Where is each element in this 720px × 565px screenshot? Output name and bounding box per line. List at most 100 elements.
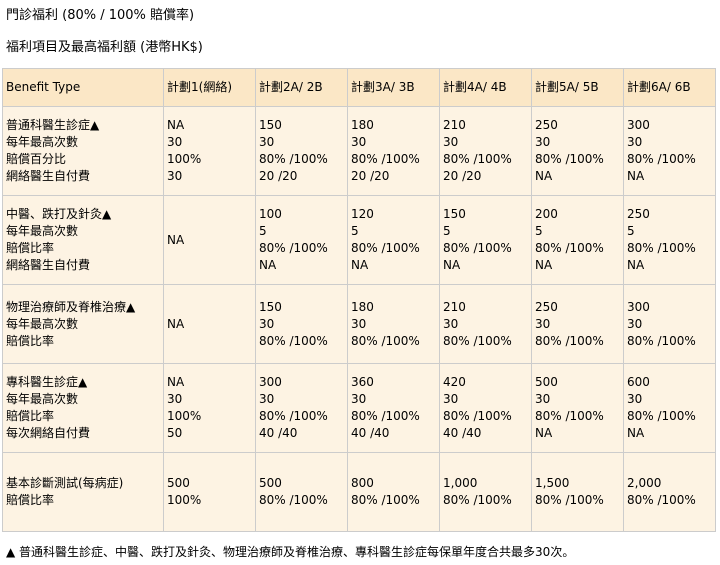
cell-line: NA (351, 258, 369, 272)
table-header-row: Benefit Type 計劃1(網絡) 計劃2A/ 2B 計劃3A/ 3B 計… (2, 68, 716, 107)
plan-value-cell: 210 30 80% /100% 20 /20 (439, 106, 532, 196)
cell-line: NA (167, 232, 185, 247)
cell-line: 360 (351, 375, 374, 389)
footnote: ▲ 普通科醫生診症、中醫、跌打及針灸、物理治療師及脊椎治療、專科醫生診症每保單年… (6, 545, 575, 559)
plan-value-cell: NA 30 100% 50 (163, 363, 256, 453)
cell-line: 80% /100% (351, 152, 420, 166)
benefit-type-cell: 中醫、跌打及針灸▲ 每年最高次數 賠償比率網絡醫生自付費 (2, 195, 164, 285)
cell-line: 180 (351, 118, 374, 132)
cell-line: 30 (167, 169, 183, 183)
cell-line: NA (443, 258, 461, 272)
cell-line: NA (167, 118, 185, 132)
cell-line: NA (167, 316, 185, 331)
cell-line: 20 /20 (351, 169, 390, 183)
cell-line: 500 (167, 476, 190, 490)
cell-line: 150 (259, 118, 282, 132)
cell-line: 賠償百分比 (6, 152, 67, 166)
plan-value-cell: 200 5 80% /100% NA (531, 195, 624, 285)
benefit-type-cell: 專科醫生診症▲ 每年最高次數 賠償比率 每次網絡自付費 (2, 363, 164, 453)
cell-line: 100% (167, 409, 202, 423)
plan-value-cell: 500 30 80% /100% NA (531, 363, 624, 453)
cell-line: NA (627, 258, 645, 272)
cell-line: 30 (351, 392, 367, 406)
cell-line: 100% (167, 152, 202, 166)
cell-line: 中醫、跌打及針灸▲ (6, 207, 112, 221)
plan-value-cell: NA (163, 195, 256, 285)
header-plan-5: 計劃5A/ 5B (531, 68, 624, 107)
page-title: 門診福利 (80% / 100% 賠償率) (6, 8, 195, 23)
cell-line: NA (535, 169, 553, 183)
header-plan-3: 計劃3A/ 3B (347, 68, 440, 107)
cell-line: 80% /100% (535, 409, 604, 423)
benefit-type-cell: 基本診斷測試(每病症) 賠償比率 (2, 452, 164, 532)
benefit-type-cell: 物理治療師及脊椎治療▲ 每年最高次數 賠償比率 (2, 284, 164, 364)
cell-line: 420 (443, 375, 466, 389)
cell-line: 80% /100% (259, 493, 328, 507)
cell-line: 80% /100% (627, 409, 696, 423)
header-plan-6: 計劃6A/ 6B (623, 68, 716, 107)
cell-line: 80% /100% (535, 333, 604, 348)
cell-line: 專科醫生診症▲ (6, 375, 88, 389)
cell-line: 30 (351, 316, 367, 331)
plan-value-cell: 250 5 80% /100% NA (623, 195, 716, 285)
cell-line: NA (627, 169, 645, 183)
cell-line: 150 (259, 299, 282, 314)
plan-value-cell: 150 5 80% /100% NA (439, 195, 532, 285)
cell-line: 40 /40 (443, 426, 482, 440)
plan-value-cell: 100 5 80% /100% NA (255, 195, 348, 285)
cell-line: 1,500 (535, 476, 570, 490)
cell-line: 80% /100% (259, 333, 328, 348)
cell-line: 網絡醫生自付費 (6, 258, 91, 272)
cell-line: 80% /100% (351, 493, 420, 507)
cell-line: 20 /20 (259, 169, 298, 183)
cell-line: 80% /100% (443, 152, 512, 166)
cell-line: NA (535, 258, 553, 272)
plan-value-cell: 1,500 80% /100% (531, 452, 624, 532)
cell-line: 5 (443, 224, 451, 238)
cell-line: 賠償比率 (6, 409, 55, 423)
plan-value-cell: 250 30 80% /100% (531, 284, 624, 364)
cell-line: 80% /100% (443, 493, 512, 507)
cell-line: NA (627, 426, 645, 440)
cell-line: 30 (443, 135, 459, 149)
plan-value-cell: 360 30 80% /100% 40 /40 (347, 363, 440, 453)
cell-line: 20 /20 (443, 169, 482, 183)
header-plan-2: 計劃2A/ 2B (255, 68, 348, 107)
cell-line: 每次網絡自付費 (6, 426, 91, 440)
cell-line: 30 (259, 392, 275, 406)
cell-line: 80% /100% (443, 241, 512, 255)
cell-line: 賠償比率 (6, 493, 55, 507)
cell-line: 30 (167, 392, 183, 406)
header-benefit-type: Benefit Type (2, 68, 164, 107)
plan-value-cell: 600 30 80% /100% NA (623, 363, 716, 453)
cell-line: 40 /40 (351, 426, 390, 440)
cell-line: 180 (351, 299, 374, 314)
cell-line: 30 (627, 392, 643, 406)
header-plan-1: 計劃1(網絡) (163, 68, 256, 107)
cell-line: 普通科醫生診症▲ (6, 118, 100, 132)
cell-line: 基本診斷測試(每病症) (6, 476, 124, 490)
cell-line: 每年最高次數 (6, 224, 79, 238)
table-row: 中醫、跌打及針灸▲ 每年最高次數 賠償比率 網絡醫生自付費 NA 100 5 80% /100… (2, 195, 716, 285)
cell-line: 300 (259, 375, 282, 389)
cell-line: 5 (259, 224, 267, 238)
cell-line: 賠償比率 (6, 241, 55, 255)
cell-line: 100% (167, 493, 202, 507)
plan-value-cell: 150 30 80% /100% (255, 284, 348, 364)
plan-value-cell: 180 30 80% /100% (347, 284, 440, 364)
cell-line: 80% /100% (535, 493, 604, 507)
cell-line: 5 (535, 224, 543, 238)
cell-line: 80% /100% (627, 493, 696, 507)
plan-value-cell: NA 30 100% 30 (163, 106, 256, 196)
cell-line: 80% /100% (627, 333, 696, 348)
cell-line: 100 (259, 207, 282, 221)
cell-line: 80% /100% (627, 152, 696, 166)
cell-line: 賠償比率 (6, 333, 55, 348)
table-row: 基本診斷測試(每病症) 賠償比率 500 100% 500 80% /100% 800 80%… (2, 452, 716, 532)
benefits-table: Benefit Type 計劃1(網絡) 計劃2A/ 2B 計劃3A/ 3B 計… (2, 68, 716, 532)
plan-value-cell: 120 5 80% /100% NA (347, 195, 440, 285)
plan-value-cell: 250 30 80% /100% NA (531, 106, 624, 196)
cell-line: 30 (167, 135, 183, 149)
plan-value-cell: 300 30 80% /100% NA (623, 106, 716, 196)
cell-line: 30 (351, 135, 367, 149)
